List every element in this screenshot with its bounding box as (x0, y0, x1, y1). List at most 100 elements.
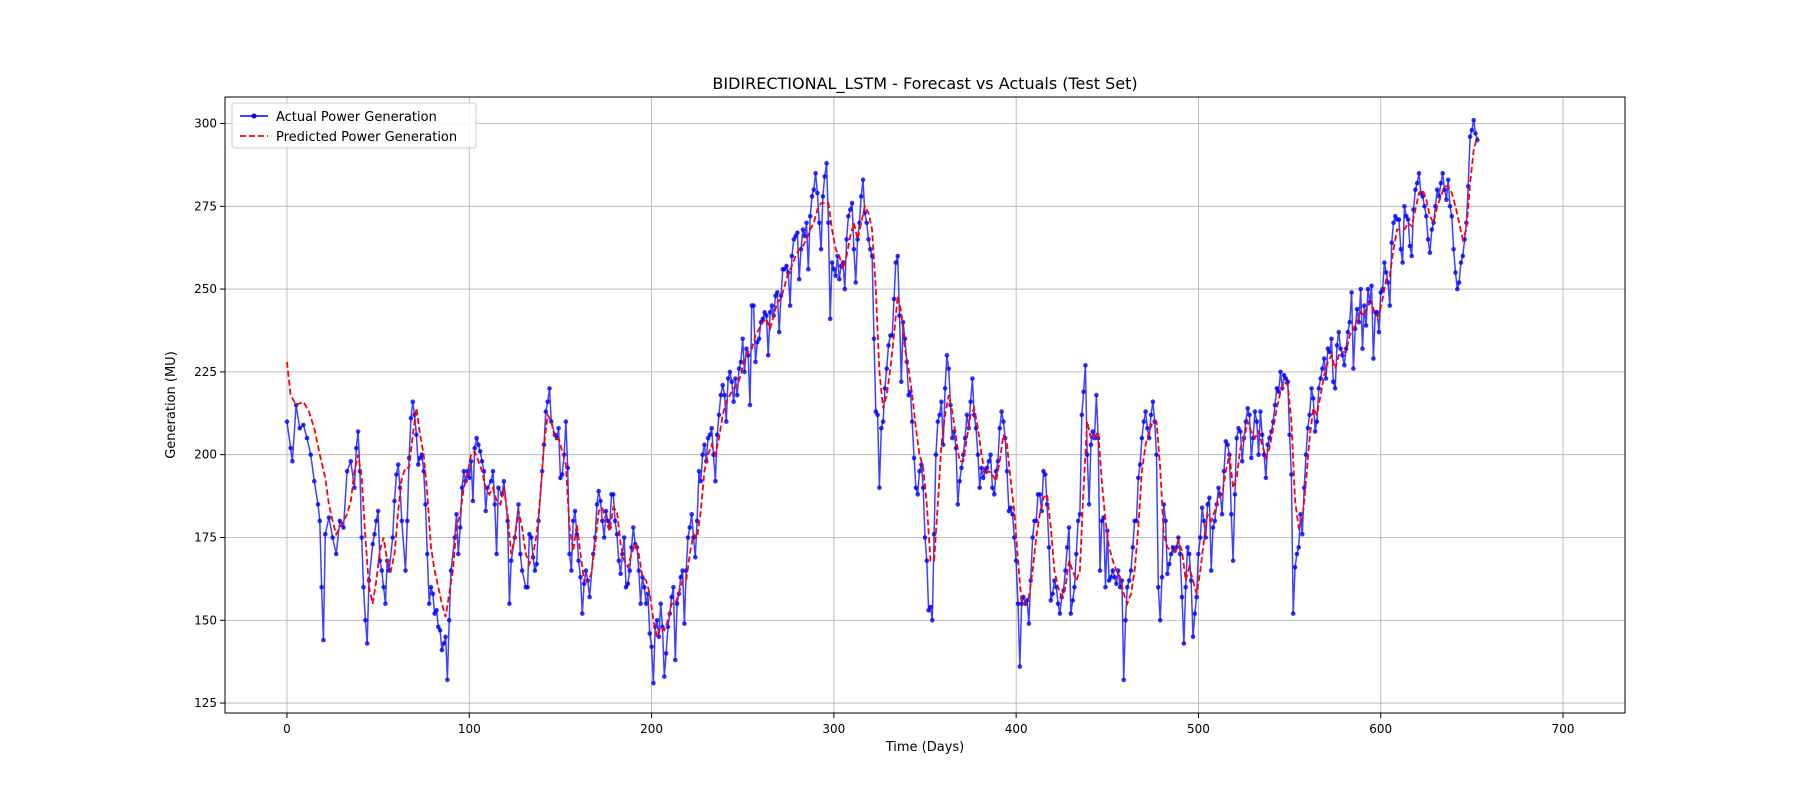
actual-point (831, 266, 837, 272)
actual-point (1176, 535, 1181, 540)
actual-point (1008, 505, 1013, 511)
actual-point (1292, 565, 1298, 570)
actual-point (543, 409, 549, 414)
actual-point (802, 233, 807, 239)
actual-point (1199, 505, 1205, 511)
actual-point (1239, 459, 1245, 464)
actual-point (1416, 170, 1422, 176)
actual-point (399, 518, 405, 524)
actual-point (1075, 518, 1081, 524)
actual-point (1371, 356, 1376, 361)
actual-point (651, 680, 656, 686)
actual-point (587, 594, 592, 600)
actual-point (430, 591, 436, 597)
actual-point (1358, 286, 1363, 292)
actual-point (880, 419, 886, 424)
actual-point (806, 266, 811, 272)
actual-point (1469, 127, 1475, 133)
actual-point (999, 409, 1004, 414)
actual-point (594, 502, 600, 507)
actual-point (1261, 452, 1267, 458)
actual-point (461, 468, 467, 474)
actual-point (1263, 475, 1269, 481)
actual-point (479, 459, 485, 464)
actual-point (1074, 551, 1079, 557)
actual-point (618, 571, 623, 577)
actual-point (1010, 512, 1015, 517)
actual-point (1019, 601, 1024, 606)
x-tick-label: 0 (283, 722, 291, 736)
actual-point (815, 190, 820, 196)
actual-point (1451, 247, 1456, 252)
actual-point (822, 174, 827, 179)
actual-point (1398, 247, 1404, 252)
actual-point (459, 485, 465, 491)
actual-point (1141, 419, 1147, 424)
actual-point (1198, 535, 1203, 540)
actual-point (1385, 280, 1391, 285)
actual-point (1455, 286, 1460, 292)
actual-point (1077, 512, 1083, 517)
actual-point (727, 369, 733, 375)
actual-point (319, 584, 324, 590)
actual-point (848, 207, 853, 212)
actual-point (1314, 419, 1320, 424)
actual-point (558, 475, 563, 481)
y-tick-label: 200 (194, 448, 217, 462)
actual-point (860, 177, 866, 183)
actual-point (636, 568, 642, 573)
actual-point (975, 452, 981, 458)
actual-point (756, 336, 762, 342)
actual-point (875, 412, 880, 418)
actual-point (508, 558, 514, 563)
actual-point (1369, 283, 1374, 289)
actual-point (992, 492, 997, 497)
actual-point (1187, 551, 1192, 557)
actual-point (1331, 379, 1336, 385)
actual-point (671, 584, 676, 590)
actual-point (742, 369, 747, 375)
actual-point (1121, 677, 1126, 683)
actual-point (787, 303, 793, 308)
actual-point (519, 568, 525, 573)
actual-point (866, 237, 871, 242)
actual-point (1287, 432, 1292, 438)
actual-point (1103, 584, 1108, 590)
actual-point (410, 399, 416, 405)
actual-point (1137, 462, 1143, 467)
actual-point (1094, 392, 1099, 398)
actual-point (1090, 429, 1095, 434)
actual-point (1351, 366, 1356, 371)
actual-point (1342, 363, 1347, 368)
actual-point (673, 657, 678, 663)
actual-point (625, 581, 631, 587)
actual-point (596, 488, 601, 494)
actual-point (1278, 369, 1283, 375)
actual-point (1427, 250, 1433, 255)
actual-point (984, 465, 990, 471)
actual-point (379, 568, 385, 573)
actual-point (1458, 260, 1464, 265)
actual-point (601, 535, 607, 540)
actual-point (1066, 525, 1072, 530)
actual-point (394, 472, 399, 477)
actual-point (1156, 584, 1161, 590)
actual-point (662, 674, 667, 679)
actual-point (1163, 518, 1168, 524)
actual-point (317, 518, 323, 524)
actual-point (1150, 399, 1156, 405)
actual-point (1400, 260, 1405, 265)
chart-title: BIDIRECTIONAL_LSTM - Forecast vs Actuals… (712, 74, 1137, 94)
actual-point (1362, 303, 1367, 308)
actual-point (1167, 561, 1172, 567)
actual-point (842, 286, 848, 292)
actual-point (990, 485, 995, 491)
actual-point (490, 468, 496, 474)
actual-point (1063, 568, 1068, 573)
x-axis-ticks: 0 100 200 300 400 500 600 700 (283, 713, 1574, 736)
actual-point (642, 584, 647, 590)
y-tick-label: 300 (194, 116, 217, 130)
actual-point (1055, 601, 1061, 606)
actual-point (374, 518, 379, 524)
